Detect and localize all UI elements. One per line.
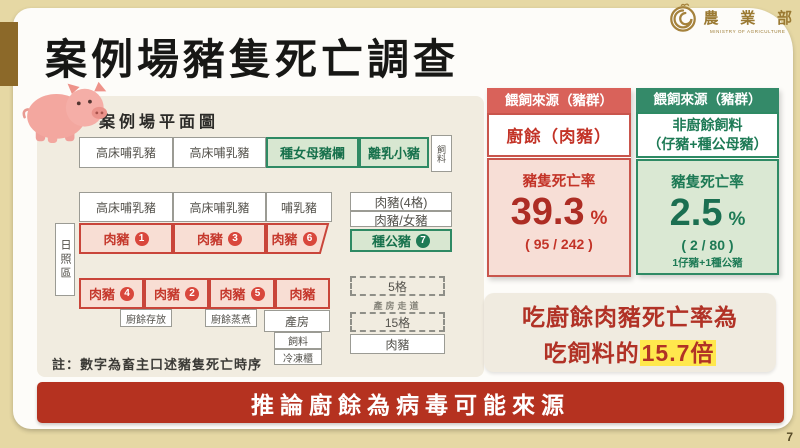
death-order-badge-1: 1 [134,231,149,246]
death-order-badge-4: 4 [120,286,134,301]
panel-green-stats: 豬隻死亡率 2.5 % ( 2 / 80 ) 1仔豬+1種公豬 [636,159,779,275]
plan-box-meatpig-2: 肉豬 2 [144,278,209,309]
death-order-badge-7: 7 [416,233,430,248]
panel-green-header: 餵飼來源（豬群） [636,88,779,112]
plan-box-meatpig-4: 肉豬 4 [79,278,144,309]
ministry-logo: 農 業 部 MINISTRY OF AGRICULTURE [668,3,792,38]
plan-box-highbed-nursing-3: 高床哺乳豬 [79,192,173,222]
plan-box-sun-area: 日照區 [55,223,75,296]
panel-green-group-line1: 非廚餘飼料 [672,117,743,134]
brown-accent-bar [0,22,18,86]
meatpig-label: 肉豬 [103,232,130,247]
plan-box-meatpig-6: 肉豬 6 [266,223,330,254]
plan-box-sow-pen: 種女母豬欄 [266,137,359,168]
plan-box-freezer: 冷凍櫃 [274,349,322,365]
plan-box-5-pens: 5格 [350,276,445,296]
caption-line2-prefix: 吃飼料的 [543,339,640,366]
death-order-badge-5: 5 [250,286,265,301]
plan-box-boar: 種公豬 7 [350,229,452,252]
comparison-caption: 吃廚餘肉豬死亡率為 吃飼料的15.7倍 [484,293,776,372]
plan-corridor-label: 產房走道 [373,301,422,311]
logo-org-name: 農 業 部 [703,11,800,27]
plan-box-farrowing: 產房 [264,310,330,332]
panel-green-detail: 1仔豬+1種公豬 [672,257,743,269]
caption-line2: 吃飼料的15.7倍 [544,334,717,368]
caption-line1: 吃廚餘肉豬死亡率為 [522,303,738,330]
plan-box-kitchen-waste-storage: 廚餘存放 [120,309,172,327]
page-number: 7 [786,430,793,444]
plan-box-15-pens: 15格 [350,312,445,332]
plan-box-meatpig-unnumbered: 肉豬 [275,278,330,309]
panel-red-rate-unit: % [590,208,608,229]
death-order-badge-6: 6 [302,231,317,246]
plan-note: 註：數字為畜主口述豬隻死亡時序 [52,357,263,372]
trapezoid-shape [266,223,330,254]
floor-plan: 案例場平面圖 高床哺乳豬 高床哺乳豬 種女母豬欄 離乳小豬 飼料 高床哺乳豬 高… [37,96,484,377]
plan-box-meatpig-4pens: 肉豬(4格) [350,192,452,211]
panel-green-rate-value: 2.5 [669,192,723,234]
plan-box-kitchen-waste-cooking: 廚餘蒸煮 [205,309,257,327]
meatpig-label: 肉豬 [289,287,316,302]
moa-swirl-icon [668,3,698,38]
plan-box-meatpig-1: 肉豬 1 [79,223,173,254]
pig-icon [22,80,108,144]
panel-red-stats: 豬隻死亡率 39.3 % ( 95 / 242 ) [487,158,631,277]
panel-green-rate-unit: % [728,209,746,230]
meatpig-label: 肉豬 [271,232,298,247]
panel-red-header: 餵飼來源（豬群） [487,88,631,113]
plan-box-feed-room: 飼料 [274,332,322,349]
plan-box-weaned-piglets: 離乳小豬 [359,137,429,168]
panel-green-fraction: ( 2 / 80 ) [681,237,734,253]
plan-box-meatpig-3: 肉豬 3 [173,223,266,254]
panel-green-group-line2: （仔豬+種公母豬） [647,136,768,152]
panel-green-rate-label: 豬隻死亡率 [671,175,744,191]
meatpig-label: 肉豬 [219,287,246,302]
plan-box-meatpig-5: 肉豬 5 [209,278,275,309]
plan-box-highbed-nursing-1: 高床哺乳豬 [79,137,173,168]
stat-panel-kitchen-waste: 餵飼來源（豬群） 廚餘（肉豬） 豬隻死亡率 39.3 % ( 95 / 242 … [487,88,631,277]
plan-box-boar-label: 種公豬 [371,234,411,249]
plan-box-highbed-nursing-2: 高床哺乳豬 [173,137,266,168]
page-title: 案例場豬隻死亡調查 [45,36,460,83]
death-order-badge-3: 3 [228,231,242,246]
meatpig-label: 肉豬 [153,287,180,302]
panel-red-rate-label: 豬隻死亡率 [522,174,596,190]
plan-box-meatpig-gilts: 肉豬/女豬 [350,211,452,228]
floor-plan-title: 案例場平面圖 [99,114,220,131]
plan-box-nursing: 哺乳豬 [266,192,332,222]
caption-highlight: 15.7倍 [639,339,717,366]
plan-box-meatpig-bottom: 肉豬 [350,334,445,354]
conclusion-banner: 推論廚餘為病毒可能來源 [37,382,784,423]
panel-red-group: 廚餘（肉豬） [487,113,631,157]
meatpig-label: 肉豬 [88,287,115,302]
panel-red-fraction: ( 95 / 242 ) [525,236,593,252]
death-order-badge-2: 2 [185,286,199,301]
plan-box-feed-column: 飼料 [431,135,452,172]
logo-org-subtitle: MINISTRY OF AGRICULTURE [709,29,786,34]
panel-red-rate-value: 39.3 [510,191,585,233]
panel-green-group: 非廚餘飼料 （仔豬+種公母豬） [636,112,779,158]
meatpig-label: 肉豬 [196,232,223,247]
plan-box-highbed-nursing-4: 高床哺乳豬 [173,192,266,222]
stat-panel-feed: 餵飼來源（豬群） 非廚餘飼料 （仔豬+種公母豬） 豬隻死亡率 2.5 % ( 2… [636,88,779,275]
